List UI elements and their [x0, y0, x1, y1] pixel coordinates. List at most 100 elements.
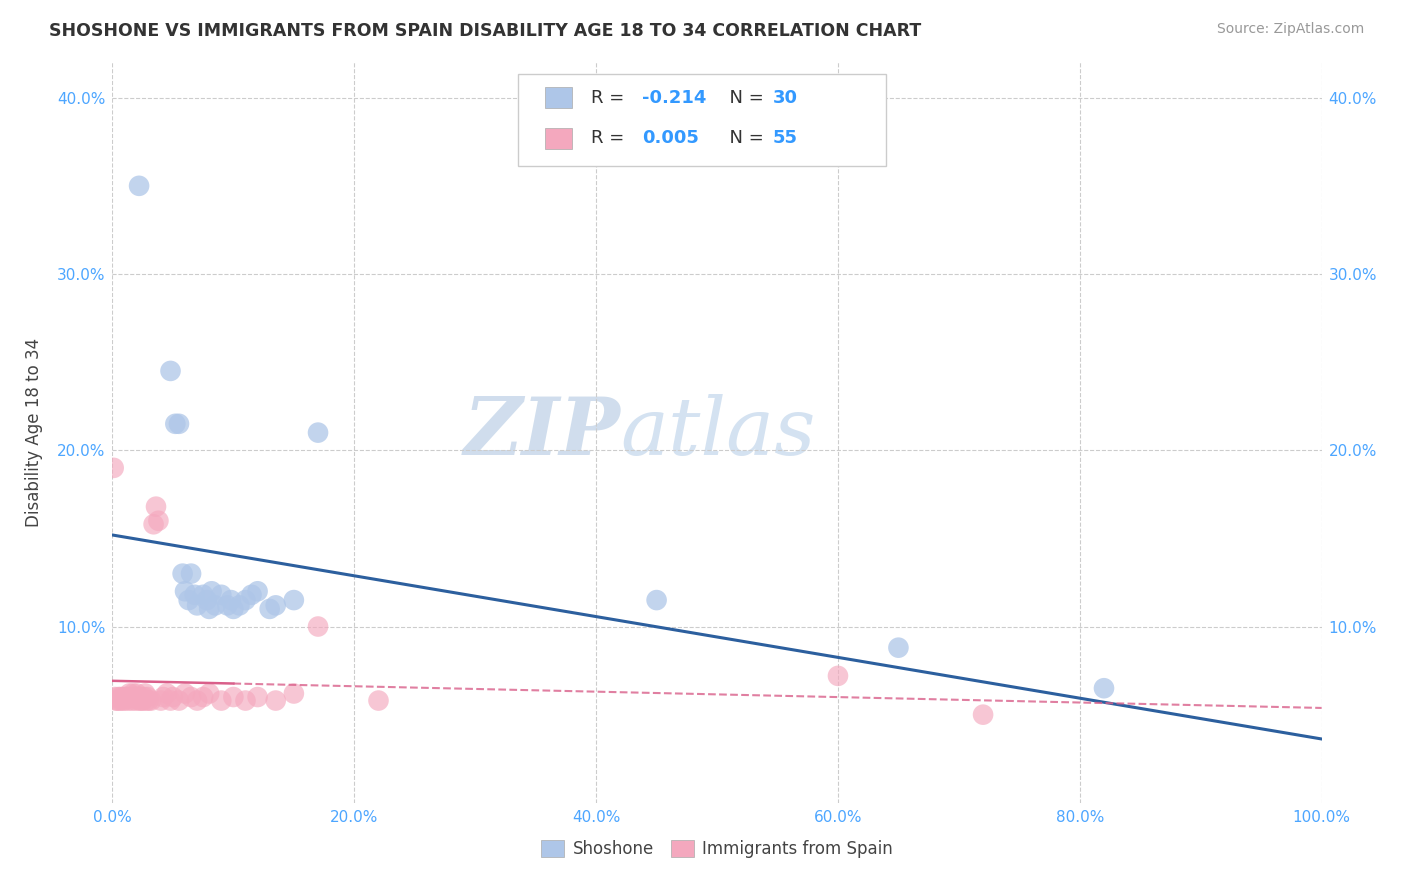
Point [159, 693, 181, 707]
Text: -0.214: -0.214 [643, 89, 706, 107]
Point [114, 693, 136, 707]
Point [174, 584, 197, 599]
Point [105, 693, 128, 707]
Point [129, 690, 152, 704]
Point [246, 584, 269, 599]
Point [186, 599, 208, 613]
Point [108, 693, 131, 707]
Text: 0.005: 0.005 [643, 129, 699, 147]
Point [198, 602, 221, 616]
Text: N =: N = [718, 129, 769, 147]
Point [222, 690, 245, 704]
Point [827, 669, 849, 683]
Point [235, 693, 257, 707]
Text: N =: N = [718, 89, 769, 107]
Point [209, 588, 232, 602]
Point [887, 640, 910, 655]
Point [191, 588, 214, 602]
Point [134, 686, 156, 700]
Point [105, 693, 128, 707]
Text: R =: R = [592, 129, 630, 147]
Point [246, 690, 269, 704]
Point [167, 417, 190, 431]
Point [148, 514, 170, 528]
Point [120, 690, 142, 704]
Point [145, 500, 167, 514]
Point [107, 690, 129, 704]
Legend: Shoshone, Immigrants from Spain: Shoshone, Immigrants from Spain [534, 833, 900, 865]
Point [114, 690, 136, 704]
Point [264, 693, 287, 707]
Point [217, 599, 239, 613]
Point [283, 686, 305, 700]
Point [180, 566, 202, 581]
Point [125, 686, 148, 700]
Point [115, 690, 138, 704]
Point [122, 686, 145, 700]
Point [152, 690, 174, 704]
Point [121, 693, 143, 707]
Point [259, 602, 281, 616]
Text: ZIP: ZIP [464, 394, 620, 471]
Point [191, 690, 214, 704]
Point [186, 693, 208, 707]
Point [283, 593, 305, 607]
Point [122, 690, 145, 704]
Point [159, 364, 181, 378]
Point [112, 690, 135, 704]
Point [111, 693, 134, 707]
Point [135, 693, 157, 707]
Text: R =: R = [592, 89, 630, 107]
Point [156, 686, 179, 700]
Point [138, 693, 160, 707]
Point [1092, 681, 1115, 696]
Point [198, 686, 221, 700]
Point [367, 693, 389, 707]
Point [167, 693, 190, 707]
FancyBboxPatch shape [546, 87, 572, 108]
Point [131, 693, 153, 707]
Text: 30: 30 [773, 89, 797, 107]
Point [180, 690, 202, 704]
Point [201, 584, 224, 599]
Point [219, 593, 242, 607]
Text: 55: 55 [773, 129, 797, 147]
Point [174, 686, 197, 700]
Point [128, 693, 150, 707]
Point [165, 417, 187, 431]
Point [118, 686, 141, 700]
Point [124, 693, 146, 707]
Point [103, 461, 125, 475]
Point [136, 690, 159, 704]
Point [972, 707, 994, 722]
Text: SHOSHONE VS IMMIGRANTS FROM SPAIN DISABILITY AGE 18 TO 34 CORRELATION CHART: SHOSHONE VS IMMIGRANTS FROM SPAIN DISABI… [49, 22, 921, 40]
Point [110, 690, 132, 704]
Point [222, 602, 245, 616]
Point [264, 599, 287, 613]
FancyBboxPatch shape [546, 128, 572, 149]
Point [132, 690, 155, 704]
Point [141, 693, 163, 707]
Point [183, 588, 205, 602]
Point [149, 693, 172, 707]
Text: Source: ZipAtlas.com: Source: ZipAtlas.com [1216, 22, 1364, 37]
Point [209, 693, 232, 707]
Point [162, 690, 184, 704]
Point [645, 593, 668, 607]
Point [142, 517, 165, 532]
Point [240, 588, 263, 602]
Point [235, 593, 257, 607]
Point [132, 693, 155, 707]
Point [204, 599, 226, 613]
Text: atlas: atlas [620, 394, 815, 471]
Point [228, 599, 250, 613]
Point [307, 619, 329, 633]
Point [117, 693, 139, 707]
Point [128, 178, 150, 193]
FancyBboxPatch shape [517, 73, 886, 166]
Point [195, 593, 218, 607]
Point [172, 566, 194, 581]
Point [177, 593, 200, 607]
Point [127, 690, 149, 704]
Point [104, 690, 127, 704]
